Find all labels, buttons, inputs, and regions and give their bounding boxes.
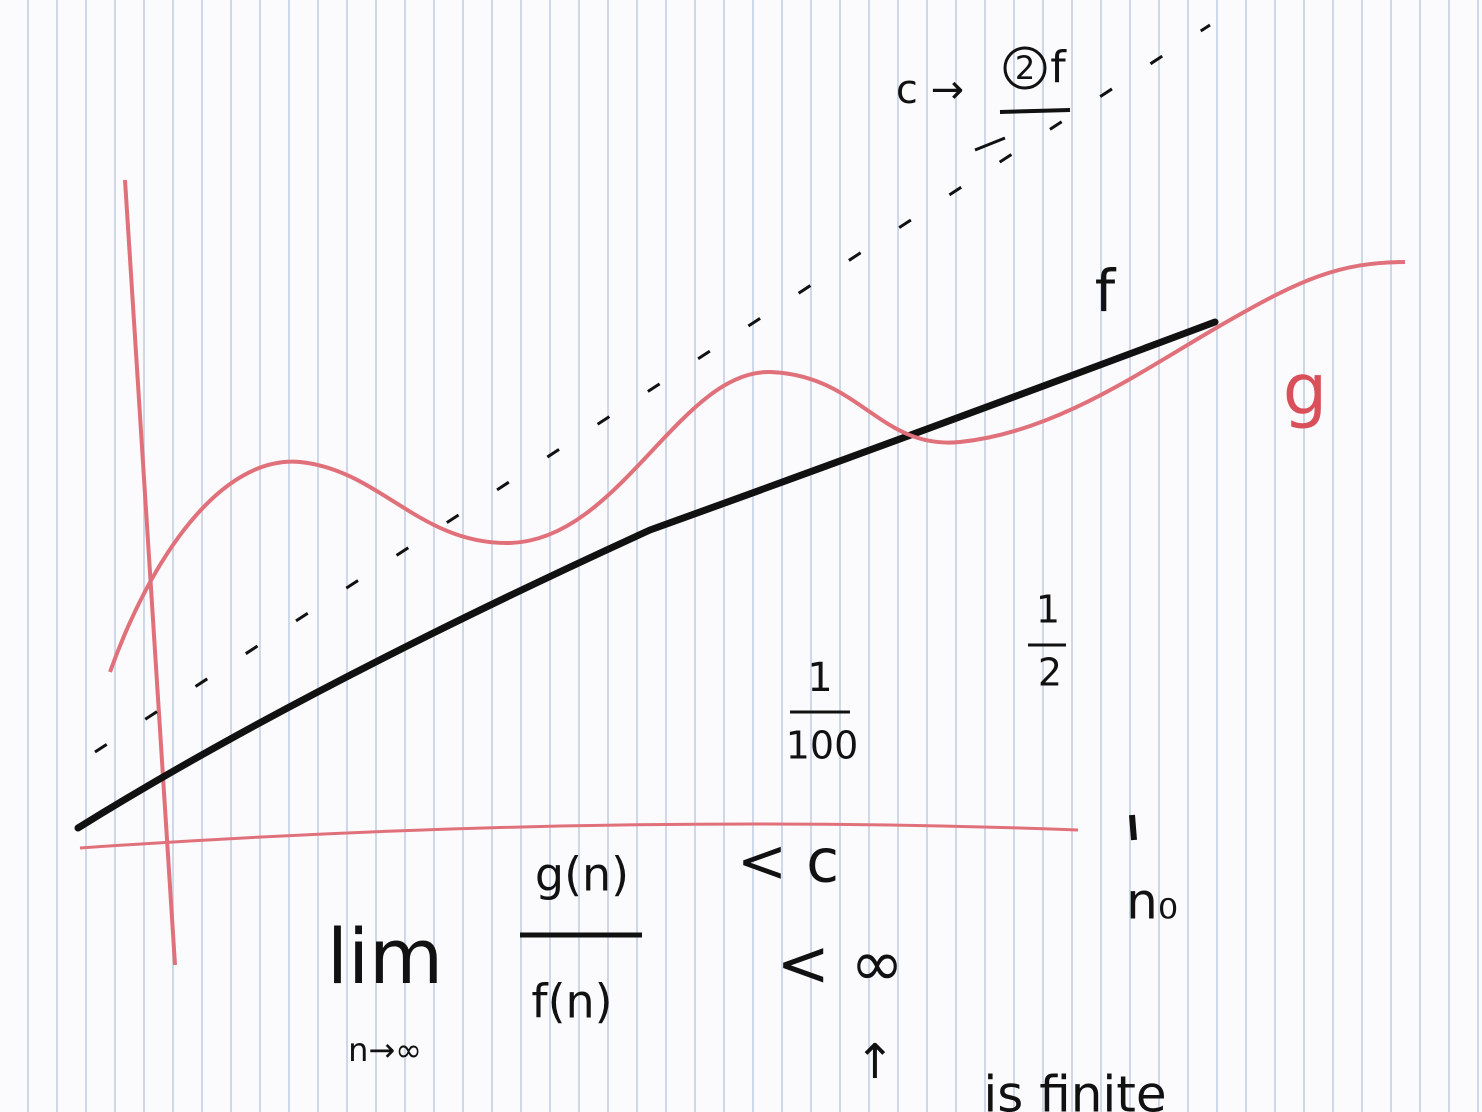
underline (974, 136, 1006, 152)
g-label: g (1283, 349, 1327, 431)
numerator: 1 (807, 655, 832, 701)
y-axis (123, 179, 177, 966)
denominator: f(n) (531, 975, 612, 1029)
limit-subscript: n→∞ (348, 1031, 422, 1069)
x-axis (79, 822, 1079, 850)
note: is finite (983, 1066, 1166, 1112)
g-curve (108, 260, 1406, 673)
numerator: g(n) (535, 848, 629, 902)
threshold: n₀ (1126, 873, 1178, 931)
circle (1003, 46, 1047, 90)
c-multiplier: 2 (1015, 49, 1035, 87)
c-function: f (1050, 42, 1067, 93)
note-arrow: ↑ (855, 1034, 895, 1090)
upper-relation: < c (737, 827, 839, 897)
f-curve (74, 318, 1219, 832)
underline (999, 108, 1071, 114)
denominator: 2 (1038, 651, 1062, 695)
lower-relation: < ∞ (776, 928, 903, 1002)
c-arrow: c → (896, 67, 964, 113)
lim: lim (327, 912, 443, 1001)
numerator: 1 (1036, 588, 1060, 632)
tick (1129, 814, 1137, 841)
denominator: 100 (786, 724, 859, 768)
f-label: f (1095, 257, 1117, 325)
dashed-line (94, 23, 1211, 754)
